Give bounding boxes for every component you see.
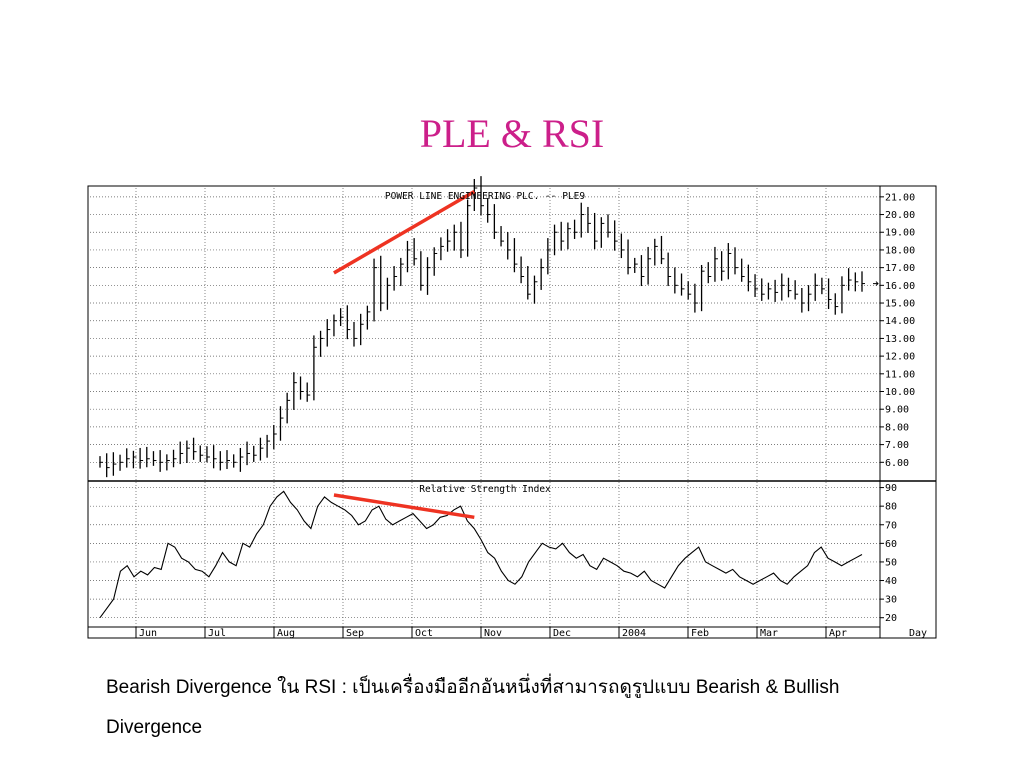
stock-chart: 21.00 20.00 19.00 18.00 17.00 16.00 15.00 14.00… xyxy=(87,176,937,639)
rsi-chart-title: Relative Strength Index xyxy=(419,484,551,495)
month-label: Sep xyxy=(346,628,364,639)
rsi-divergence-line xyxy=(333,493,475,520)
rsi-ytick-label: 70 xyxy=(885,520,897,531)
rsi-series xyxy=(99,490,863,619)
price-ytick-label: 12.00 xyxy=(885,352,915,363)
rsi-ytick-label: 40 xyxy=(885,576,897,587)
chart-panel: 21.00 20.00 19.00 18.00 17.00 16.00 15.00 14.00… xyxy=(87,176,937,639)
price-ytick-label: 13.00 xyxy=(885,334,915,345)
price-ytick-label: 15.00 xyxy=(885,299,915,310)
price-ytick-label: 10.00 xyxy=(885,387,915,398)
month-label: Aug xyxy=(277,628,295,639)
chart-frame xyxy=(87,185,937,639)
price-ytick-label: 19.00 xyxy=(885,228,915,239)
price-ytick-label: 17.00 xyxy=(885,263,915,274)
rsi-ytick-label: 20 xyxy=(885,613,897,624)
price-ytick-label: 7.00 xyxy=(885,440,909,451)
price-divergence-line xyxy=(333,190,476,275)
month-label: 2004 xyxy=(622,628,646,639)
rsi-ytick-label: 50 xyxy=(885,557,897,568)
slide-title: PLE & RSI xyxy=(419,111,605,156)
price-ytick-label: 16.00 xyxy=(885,281,915,292)
rsi-ytick-label: 30 xyxy=(885,595,897,606)
price-ytick-label: 8.00 xyxy=(885,422,909,433)
month-label: Mar xyxy=(760,628,778,639)
month-label: Jul xyxy=(208,628,226,639)
month-label: Nov xyxy=(484,628,502,639)
month-label: Feb xyxy=(691,628,709,639)
slide-caption: Bearish Divergence ใน RSI : เป็นเครื่องม… xyxy=(106,677,840,738)
axes: 21.00 20.00 19.00 18.00 17.00 16.00 15.00 14.00… xyxy=(87,185,937,639)
price-grid xyxy=(90,188,880,480)
rsi-ytick-label: 80 xyxy=(885,502,897,513)
price-chart-title: POWER LINE ENGINEERING PLC. -- PLE9 xyxy=(385,191,585,202)
rsi-ytick-label: 60 xyxy=(885,539,897,550)
rsi-ytick-label: 90 xyxy=(885,483,897,494)
rsi-grid xyxy=(90,482,880,627)
last-price-arrow xyxy=(873,281,879,286)
x-unit-label: Day xyxy=(909,628,927,639)
month-label: Apr xyxy=(829,628,847,639)
price-ytick-label: 6.00 xyxy=(885,458,909,469)
price-ytick-label: 11.00 xyxy=(885,369,915,380)
price-ytick-label: 18.00 xyxy=(885,245,915,256)
rsi-line xyxy=(99,490,863,619)
price-ytick-label: 9.00 xyxy=(885,405,909,416)
price-ytick-label: 14.00 xyxy=(885,316,915,327)
price-ytick-label: 21.00 xyxy=(885,192,915,203)
price-series xyxy=(99,176,865,478)
month-label: Jun xyxy=(139,628,157,639)
price-ytick-label: 20.00 xyxy=(885,210,915,221)
month-label: Dec xyxy=(553,628,571,639)
annotations xyxy=(333,190,476,520)
month-label: Oct xyxy=(415,628,433,639)
